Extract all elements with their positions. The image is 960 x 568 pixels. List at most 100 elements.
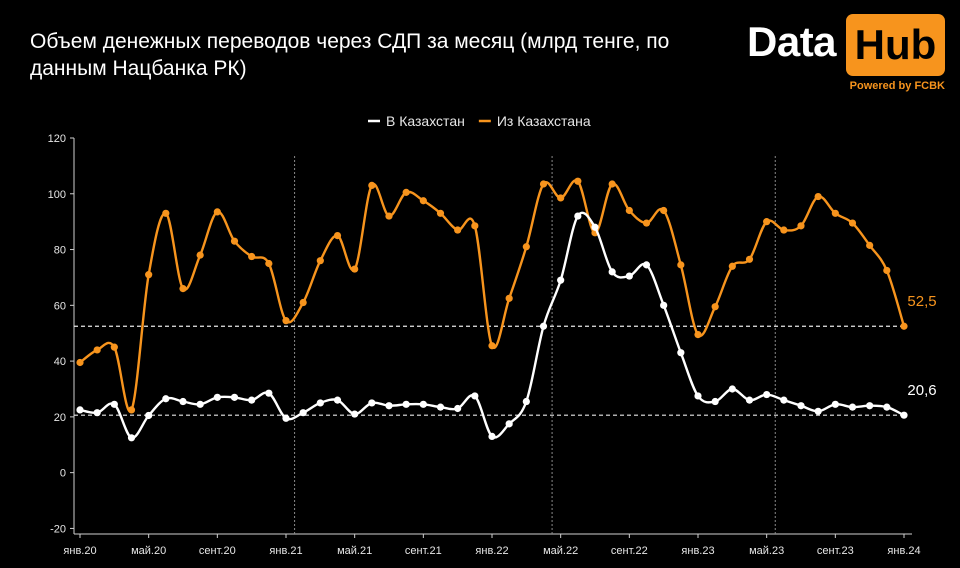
logo-data-text: Data xyxy=(747,18,837,65)
data-point-out xyxy=(505,294,513,302)
data-point-in xyxy=(797,402,805,410)
data-point-in xyxy=(677,349,685,357)
data-point-in xyxy=(866,402,874,410)
reference-label: 20,6 xyxy=(907,382,936,399)
data-point-out xyxy=(780,226,788,234)
data-point-in xyxy=(780,396,788,404)
data-point-out xyxy=(162,209,170,217)
data-point-in xyxy=(574,212,582,220)
data-point-in xyxy=(385,402,393,410)
data-point-out xyxy=(728,262,736,270)
data-point-in xyxy=(110,400,118,408)
data-point-in xyxy=(282,414,290,422)
x-tick-label: май.23 xyxy=(749,545,784,557)
chart-title: Объем денежных переводов через СДП за ме… xyxy=(30,30,670,80)
data-point-out xyxy=(213,208,221,216)
data-point-in xyxy=(608,268,616,276)
data-point-in xyxy=(127,434,136,442)
data-point-in xyxy=(230,393,239,401)
data-point-in xyxy=(625,272,633,280)
x-tick-label: янв.20 xyxy=(63,545,96,557)
data-point-out xyxy=(488,342,496,350)
data-point-out xyxy=(127,406,136,414)
data-point-out xyxy=(299,298,307,307)
data-point-out xyxy=(76,358,84,367)
data-point-in xyxy=(213,393,221,401)
data-point-in xyxy=(745,396,754,404)
data-point-out xyxy=(471,222,479,230)
legend-label-out: Из Казахстана xyxy=(497,113,591,129)
data-point-in xyxy=(265,389,273,397)
data-point-out xyxy=(694,331,702,339)
reference-label: 52,5 xyxy=(907,293,936,310)
data-point-in xyxy=(368,399,376,407)
data-point-out xyxy=(866,241,874,249)
x-tick-label: май.20 xyxy=(131,545,166,557)
data-point-out xyxy=(539,180,548,188)
x-tick-label: янв.23 xyxy=(681,545,714,557)
x-tick-label: янв.22 xyxy=(475,545,508,557)
y-tick-label: 20 xyxy=(54,412,66,424)
data-point-in xyxy=(763,390,771,399)
y-tick-label: 100 xyxy=(48,189,66,201)
y-tick-label: 60 xyxy=(54,300,66,312)
data-point-in xyxy=(93,409,101,417)
data-point-out xyxy=(711,303,719,311)
data-point-out xyxy=(265,259,273,268)
data-point-out xyxy=(883,266,891,275)
data-point-out xyxy=(522,243,530,251)
series-line-out xyxy=(79,179,906,413)
data-point-in xyxy=(848,403,857,411)
data-point-out xyxy=(248,252,256,261)
data-point-in xyxy=(505,420,513,428)
series-group xyxy=(76,177,908,442)
data-point-in xyxy=(454,404,462,413)
data-point-out xyxy=(625,206,633,215)
data-point-out xyxy=(316,257,324,265)
data-point-out xyxy=(419,197,427,205)
data-point-out xyxy=(351,265,359,273)
chart-axes: -20 0 20 40 60 80 100 120 янв.20 май.20 сент.20 янв… xyxy=(48,133,921,557)
data-point-out xyxy=(196,251,204,259)
data-point-out xyxy=(145,271,153,279)
data-point-out xyxy=(179,284,187,293)
data-point-in xyxy=(900,411,908,419)
x-tick-label: сент.22 xyxy=(611,545,648,557)
chart-legend: В Казахстан Из Казахстана xyxy=(368,113,591,129)
x-tick-label: май.21 xyxy=(337,545,372,557)
data-point-in xyxy=(436,403,445,411)
datahub-logo: Data Hub Powered by FCBK xyxy=(745,14,945,94)
legend-label-in: В Казахстан xyxy=(386,113,465,129)
data-point-out xyxy=(454,226,462,234)
data-point-out xyxy=(677,261,685,269)
data-point-in xyxy=(333,396,342,404)
y-tick-label: 40 xyxy=(54,356,66,368)
data-point-out xyxy=(660,206,668,215)
x-tick-label: янв.21 xyxy=(269,545,302,557)
data-point-in xyxy=(660,301,668,309)
x-tick-label: сент.23 xyxy=(817,545,854,557)
y-tick-label: 80 xyxy=(54,245,66,257)
data-point-out xyxy=(848,219,857,227)
data-point-out xyxy=(608,180,616,188)
data-point-in xyxy=(557,276,565,284)
data-point-out xyxy=(368,181,376,190)
data-point-out xyxy=(763,218,771,226)
data-point-in xyxy=(522,397,530,406)
data-point-in xyxy=(196,400,204,408)
data-point-in xyxy=(402,400,410,408)
data-point-in xyxy=(76,406,84,414)
data-point-out xyxy=(333,232,342,240)
data-point-in xyxy=(883,403,891,411)
data-point-in xyxy=(728,385,736,393)
data-point-out xyxy=(436,209,445,217)
x-tick-label: май.22 xyxy=(543,545,578,557)
data-point-in xyxy=(179,397,187,406)
data-point-in xyxy=(316,399,324,407)
logo-hub-text: Hub xyxy=(846,14,945,76)
y-tick-label: 120 xyxy=(48,133,66,145)
data-point-in xyxy=(351,410,359,418)
y-tick-label: -20 xyxy=(50,523,66,535)
data-point-in xyxy=(488,432,496,440)
